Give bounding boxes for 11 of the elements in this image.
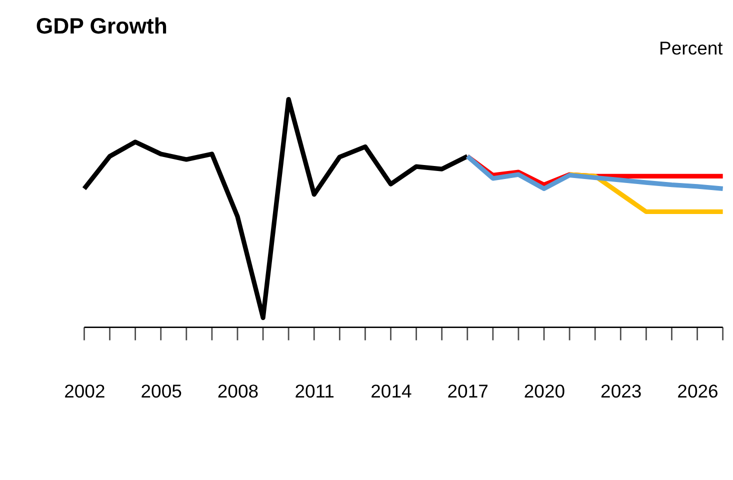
x-tick-label: 2023 bbox=[600, 380, 642, 402]
x-tick-label: 2017 bbox=[447, 380, 488, 402]
x-tick-label: 2011 bbox=[294, 380, 334, 402]
x-tick-label: 2020 bbox=[524, 380, 566, 402]
x-tick-label: 2008 bbox=[217, 380, 259, 402]
x-tick-label: 2014 bbox=[370, 380, 412, 402]
x-tick-label: 2026 bbox=[677, 380, 718, 402]
x-tick-label: 2002 bbox=[64, 380, 106, 402]
chart-title: GDP Growth bbox=[36, 13, 168, 38]
y-axis-title: Percent bbox=[659, 38, 723, 59]
x-tick-label: 2005 bbox=[140, 380, 182, 402]
